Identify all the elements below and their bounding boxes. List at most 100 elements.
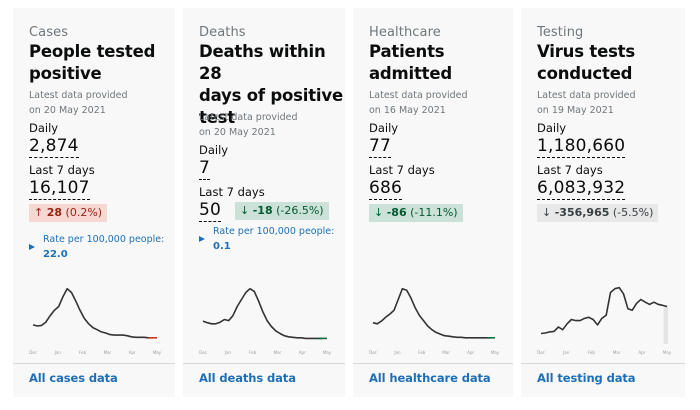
last-updated-line: Latest data provided: [199, 112, 298, 123]
x-tick-label: Feb: [79, 350, 87, 355]
card-title-line: test: [199, 108, 235, 127]
daily-value[interactable]: 77: [369, 136, 392, 158]
x-tick-label: Jan: [224, 350, 232, 355]
last-updated-date: on 16 May 2021: [369, 105, 446, 116]
x-tick-label: Jan: [54, 350, 62, 355]
metric-card-healthcare: Healthcare Patients admitted Latest data p…: [353, 8, 513, 397]
rate-toggle[interactable]: Rate per 100,000 people:: [213, 226, 335, 237]
expand-triangle-icon[interactable]: [29, 244, 35, 250]
card-title: Patients admitted: [369, 41, 452, 85]
sparkline-series: [540, 286, 663, 335]
last-7-days-value[interactable]: 6,083,932: [537, 178, 626, 200]
card-title-line: Deaths within 28: [199, 42, 326, 83]
last-updated: Latest data provided on 20 May 2021: [29, 88, 128, 118]
card-title-line: admitted: [369, 64, 452, 83]
expand-triangle-icon[interactable]: [199, 236, 205, 242]
last-updated-line: Latest data provided: [29, 90, 128, 101]
sparkline-chart: Dec Jan Feb Mar Apr May: [537, 286, 672, 355]
sparkline-chart: Dec Jan Feb Mar Apr May: [199, 287, 332, 355]
card-divider: [183, 363, 345, 364]
x-tick-label: May: [323, 350, 332, 355]
sparkline-latest-segment: [658, 303, 668, 308]
daily-value[interactable]: 1,180,660: [537, 136, 626, 158]
x-tick-label: Dec: [199, 350, 207, 355]
card-title: Deaths within 28 days of positive test: [199, 41, 345, 129]
x-tick-label: Mar: [104, 350, 112, 355]
last-7-days-value[interactable]: 16,107: [29, 178, 90, 200]
card-title-line: positive: [29, 64, 102, 83]
change-value: -86: [386, 206, 407, 219]
arrow-down-icon: ↓: [240, 204, 250, 217]
card-category: Cases: [29, 25, 69, 40]
daily-label: Daily: [199, 143, 229, 157]
all-data-link[interactable]: All cases data: [29, 371, 118, 385]
rate-value: 0.1: [213, 241, 231, 252]
card-category: Healthcare: [369, 25, 441, 40]
last-7-days-value[interactable]: 686: [369, 178, 403, 200]
change-percent: (0.2%): [65, 206, 103, 219]
last-7-days-label: Last 7 days: [29, 163, 95, 177]
last-updated: Latest data provided on 16 May 2021: [369, 88, 468, 118]
metric-card-cases: Cases People tested positive Latest data p…: [13, 8, 175, 397]
arrow-down-icon: ↓: [542, 206, 552, 219]
last-updated-line: Latest data provided: [537, 90, 636, 101]
last-7-days-label: Last 7 days: [537, 163, 603, 177]
last-updated: Latest data provided on 19 May 2021: [537, 88, 636, 118]
card-title-line: conducted: [537, 64, 633, 83]
daily-label: Daily: [537, 121, 567, 135]
rate-toggle[interactable]: Rate per 100,000 people:: [43, 234, 165, 245]
metric-card-deaths: Deaths Deaths within 28 days of positive te…: [183, 8, 345, 397]
last-7-days-value[interactable]: 50: [199, 200, 222, 222]
change-badge: ↓ -86 (-11.1%): [369, 204, 463, 222]
daily-value[interactable]: 7: [199, 158, 211, 180]
x-tick-label: Dec: [369, 350, 377, 355]
sparkline-series: [372, 287, 491, 339]
daily-value[interactable]: 2,874: [29, 136, 79, 158]
card-category: Deaths: [199, 25, 246, 40]
sparkline-series: [32, 287, 153, 339]
x-tick-label: Jan: [562, 350, 570, 355]
change-badge: ↓ -18 (-26.5%): [235, 202, 329, 220]
x-tick-label: Mar: [442, 350, 450, 355]
card-divider: [521, 363, 685, 364]
last-updated-line: Latest data provided: [369, 90, 468, 101]
last-updated-date: on 20 May 2021: [199, 127, 276, 138]
rate-value: 22.0: [43, 249, 68, 260]
arrow-up-icon: ↑: [34, 206, 44, 219]
card-title: People tested positive: [29, 41, 155, 85]
x-tick-label: Mar: [613, 350, 621, 355]
incomplete-data-shade: [663, 305, 668, 344]
x-tick-label: Apr: [299, 350, 306, 355]
change-percent: (-5.5%): [612, 206, 654, 219]
card-title: Virus tests conducted: [537, 41, 635, 85]
x-tick-label: Dec: [29, 350, 37, 355]
x-tick-label: Feb: [418, 350, 426, 355]
all-data-link[interactable]: All healthcare data: [369, 371, 491, 385]
x-tick-label: May: [491, 350, 500, 355]
card-title-line: People tested: [29, 42, 156, 61]
sparkline-series: [202, 287, 323, 340]
x-tick-label: Mar: [274, 350, 282, 355]
change-badge: ↓ -356,965 (-5.5%): [537, 204, 659, 222]
all-data-link[interactable]: All deaths data: [199, 371, 296, 385]
card-divider: [353, 363, 513, 364]
last-updated: Latest data provided on 20 May 2021: [199, 110, 298, 140]
change-value: 28: [46, 206, 63, 219]
sparkline-chart: Dec Jan Feb Mar Apr May: [29, 287, 162, 355]
x-tick-label: Feb: [249, 350, 257, 355]
x-tick-label: May: [153, 350, 162, 355]
change-value: -356,965: [554, 206, 610, 219]
last-updated-date: on 20 May 2021: [29, 105, 106, 116]
card-title-line: Patients: [369, 42, 445, 61]
change-percent: (-26.5%): [276, 204, 324, 217]
last-updated-date: on 19 May 2021: [537, 105, 614, 116]
sparkline-chart: Dec Jan Feb Mar Apr May: [369, 287, 500, 355]
all-data-link[interactable]: All testing data: [537, 371, 636, 385]
change-value: -18: [252, 204, 273, 217]
last-7-days-label: Last 7 days: [369, 163, 435, 177]
daily-label: Daily: [369, 121, 399, 135]
metric-card-testing: Testing Virus tests conducted Latest data …: [521, 8, 685, 397]
card-title-line: days of positive: [199, 86, 343, 105]
change-percent: (-11.1%): [410, 206, 458, 219]
card-title-line: Virus tests: [537, 42, 635, 61]
